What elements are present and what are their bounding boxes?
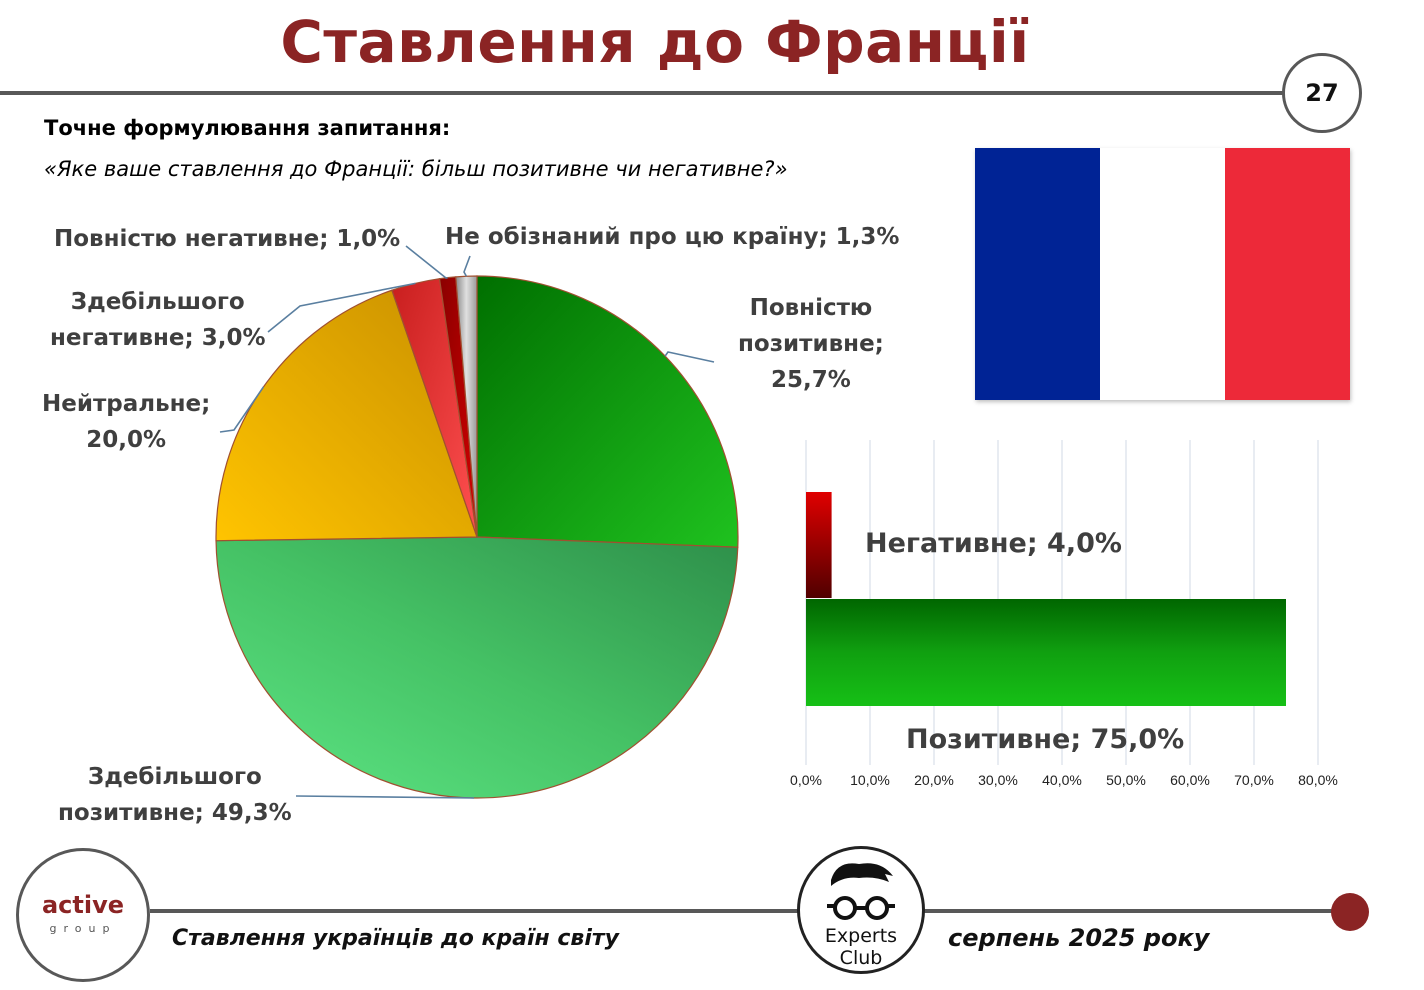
pie-leader-line-mostly-negative [267,282,416,333]
pie-leader-line-fully-positive [664,351,715,363]
question-text: «Яке ваше ставлення до Франції: більш по… [44,157,788,181]
x-tick-label: 60,0% [1170,772,1210,788]
experts-club-logo: Experts Club [797,846,925,974]
bar-label-negative: Негативне; 4,0% [865,528,1122,559]
x-tick-label: 80,0% [1298,772,1338,788]
flag-stripe-red [1225,148,1350,400]
header-divider [0,91,1284,95]
pie-leader-line-not-aware [463,255,471,277]
pie-leader-line-fully-negative [405,245,448,279]
pie-leader-line-mostly-positive [295,795,475,799]
page-number: 27 [1282,53,1362,133]
x-tick-label: 50,0% [1106,772,1146,788]
page-title: Ставлення до Франції [280,8,1030,76]
x-tick-label: 10,0% [850,772,890,788]
flag-stripe-blue [975,148,1100,400]
bar-positive [806,599,1286,706]
pie-label-mostly-positive: Здебільшого позитивне; 49,3% [58,764,292,826]
footer-survey-title: Ставлення українців до країн світу [172,926,619,951]
pie-label-mostly-negative: Здебільшого негативне; 3,0% [50,289,266,351]
glasses-icon [827,863,895,920]
bar-label-positive: Позитивне; 75,0% [906,724,1185,755]
question-label: Точне формулювання запитання: [44,116,451,140]
x-tick-label: 0,0% [790,772,822,788]
footer-date: серпень 2025 року [948,924,1210,952]
pie-label-neutral: Нейтральне; 20,0% [42,391,211,453]
pie-label-fully-negative: Повністю негативне; 1,0% [54,226,401,252]
pie-leader-line-neutral [219,386,265,433]
x-tick-label: 70,0% [1234,772,1274,788]
decorative-dot [1331,893,1369,931]
bar-negative [806,492,832,598]
active-group-logo: active group [16,848,150,982]
pie-label-not-aware: Не обізнаний про цю країну; 1,3% [445,224,900,250]
x-tick-label: 30,0% [978,772,1018,788]
pie-label-fully-positive: Повністю позитивне; 25,7% [738,295,884,393]
france-flag [975,148,1350,400]
footer-divider [150,909,1350,913]
x-tick-label: 20,0% [914,772,954,788]
flag-stripe-white [1100,148,1225,400]
x-tick-label: 40,0% [1042,772,1082,788]
